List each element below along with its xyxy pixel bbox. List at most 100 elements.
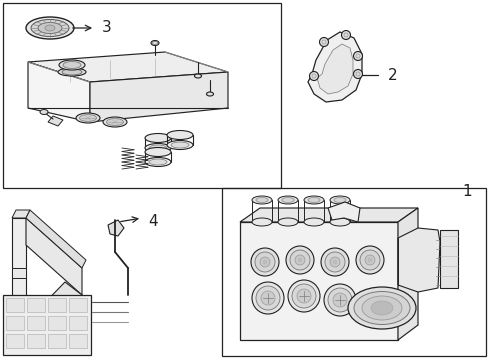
Circle shape [368, 258, 372, 262]
Text: 2: 2 [388, 68, 397, 82]
Text: 3: 3 [102, 21, 112, 36]
Ellipse shape [362, 296, 402, 320]
Ellipse shape [256, 198, 268, 202]
Polygon shape [328, 202, 360, 222]
Polygon shape [308, 32, 362, 102]
Ellipse shape [252, 218, 272, 226]
Polygon shape [398, 208, 418, 340]
Bar [3, 295, 91, 355]
Ellipse shape [278, 196, 298, 204]
Polygon shape [317, 44, 353, 94]
Ellipse shape [308, 198, 320, 202]
Ellipse shape [106, 118, 123, 126]
Ellipse shape [79, 114, 97, 122]
Polygon shape [12, 210, 30, 218]
Circle shape [319, 37, 328, 46]
Circle shape [261, 291, 275, 305]
Ellipse shape [145, 158, 171, 166]
Circle shape [263, 260, 267, 264]
Circle shape [286, 246, 314, 274]
Text: 1: 1 [462, 184, 472, 199]
Bar [48, 298, 66, 312]
Ellipse shape [171, 142, 189, 148]
Ellipse shape [334, 198, 346, 202]
Circle shape [342, 31, 350, 40]
Bar [27, 316, 45, 330]
Polygon shape [26, 218, 82, 295]
Text: 4: 4 [148, 215, 158, 230]
Bar [6, 334, 24, 348]
Circle shape [297, 289, 311, 303]
Polygon shape [30, 282, 82, 330]
Ellipse shape [354, 292, 410, 324]
Ellipse shape [38, 22, 62, 33]
Polygon shape [28, 52, 228, 82]
Ellipse shape [167, 140, 193, 149]
Ellipse shape [31, 19, 69, 36]
Circle shape [330, 257, 340, 267]
Circle shape [324, 284, 356, 316]
Ellipse shape [45, 25, 55, 31]
Polygon shape [12, 268, 26, 278]
Polygon shape [240, 208, 418, 222]
Circle shape [333, 293, 347, 307]
Ellipse shape [26, 17, 74, 39]
Circle shape [260, 257, 270, 267]
Bar [48, 316, 66, 330]
Ellipse shape [304, 218, 324, 226]
Circle shape [360, 250, 380, 270]
Ellipse shape [330, 196, 350, 204]
Bar [48, 334, 66, 348]
Circle shape [298, 258, 302, 262]
Bar [6, 316, 24, 330]
Circle shape [333, 260, 337, 264]
Circle shape [356, 246, 384, 274]
Circle shape [353, 69, 363, 78]
Ellipse shape [145, 148, 171, 157]
Circle shape [365, 255, 375, 265]
Circle shape [321, 248, 349, 276]
Bar [27, 298, 45, 312]
Ellipse shape [195, 74, 201, 78]
Circle shape [288, 280, 320, 312]
Ellipse shape [282, 198, 294, 202]
Circle shape [295, 255, 305, 265]
Ellipse shape [149, 145, 167, 151]
Polygon shape [108, 220, 124, 236]
Circle shape [256, 286, 280, 310]
Bar [6, 298, 24, 312]
Circle shape [353, 51, 363, 60]
Ellipse shape [76, 113, 100, 123]
Bar [440, 230, 458, 288]
Ellipse shape [348, 287, 416, 329]
Ellipse shape [278, 218, 298, 226]
Polygon shape [398, 228, 440, 292]
Circle shape [252, 282, 284, 314]
Ellipse shape [62, 69, 82, 75]
Polygon shape [240, 222, 398, 340]
Polygon shape [12, 318, 55, 348]
Ellipse shape [58, 68, 86, 76]
Bar [222, 188, 486, 356]
Bar [69, 298, 87, 312]
Ellipse shape [206, 92, 214, 96]
Ellipse shape [63, 62, 81, 68]
Polygon shape [90, 72, 228, 122]
Ellipse shape [40, 109, 48, 114]
Polygon shape [48, 116, 63, 126]
Bar [69, 316, 87, 330]
Circle shape [328, 288, 352, 312]
Ellipse shape [149, 159, 167, 165]
Ellipse shape [145, 144, 171, 153]
Bar [3, 3, 281, 188]
Ellipse shape [371, 301, 393, 315]
Bar [69, 334, 87, 348]
Circle shape [251, 248, 279, 276]
Ellipse shape [330, 218, 350, 226]
Circle shape [292, 284, 316, 308]
Polygon shape [12, 310, 34, 318]
Ellipse shape [145, 134, 171, 143]
Ellipse shape [167, 130, 193, 139]
Ellipse shape [252, 196, 272, 204]
Polygon shape [26, 210, 86, 268]
